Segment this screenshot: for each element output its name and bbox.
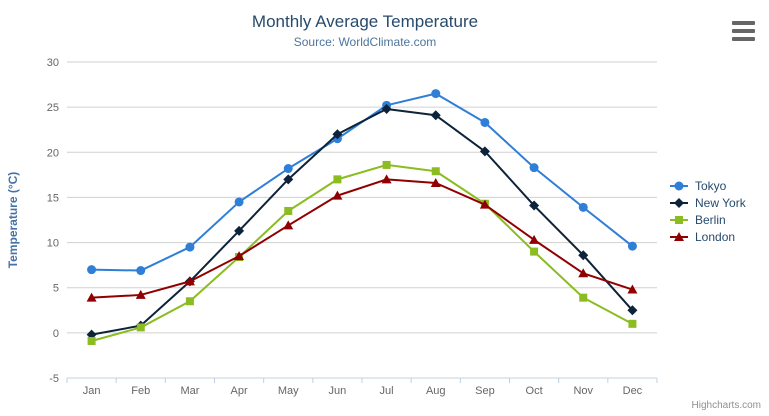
data-point-marker-diamond[interactable]	[479, 146, 490, 157]
y-tick-label: 30	[47, 57, 59, 69]
y-tick-label: -5	[49, 373, 59, 385]
series-tokyo	[87, 89, 637, 276]
y-tick-label: 20	[47, 147, 59, 159]
data-point-marker-triangle[interactable]	[674, 231, 684, 241]
data-point-marker-square[interactable]	[284, 206, 293, 215]
legend-symbol	[670, 231, 688, 241]
x-tick-label: Feb	[131, 385, 150, 397]
legend-item-new-york[interactable]: New York	[670, 194, 746, 211]
x-tick-label: Apr	[231, 385, 248, 397]
data-point-marker-diamond[interactable]	[430, 110, 441, 121]
data-point-marker-diamond[interactable]	[529, 200, 540, 211]
series-london	[86, 174, 638, 302]
data-point-marker-triangle[interactable]	[234, 251, 245, 261]
data-point-marker-circle[interactable]	[185, 242, 195, 252]
data-point-marker-diamond[interactable]	[234, 225, 245, 236]
data-point-marker-triangle[interactable]	[430, 177, 441, 187]
x-tick-label: Jun	[329, 385, 347, 397]
menu-bar	[732, 29, 755, 33]
chart-title: Monthly Average Temperature	[251, 12, 479, 31]
data-point-marker-square[interactable]	[136, 323, 145, 332]
legend-symbol	[670, 181, 688, 190]
legend-label: London	[695, 229, 736, 244]
data-point-marker-triangle[interactable]	[627, 284, 638, 294]
data-point-marker-diamond[interactable]	[283, 174, 294, 185]
legend-label: New York	[695, 195, 746, 210]
data-point-marker-triangle[interactable]	[283, 220, 294, 230]
data-point-marker-triangle[interactable]	[479, 199, 490, 209]
legend-item-london[interactable]: London	[670, 228, 746, 245]
y-tick-label: 5	[53, 283, 59, 295]
y-axis-title: Temperature (°C)	[6, 171, 20, 269]
x-tick-label: Mar	[180, 385, 199, 397]
data-point-marker-square[interactable]	[333, 175, 342, 184]
data-point-marker-circle[interactable]	[674, 181, 684, 190]
series-line	[90, 163, 634, 342]
legend-label: Tokyo	[695, 178, 727, 193]
data-point-marker-circle[interactable]	[283, 164, 293, 174]
legend: Tokyo New York Berlin London	[670, 177, 746, 245]
y-tick-label: 10	[47, 238, 59, 250]
data-point-marker-square[interactable]	[675, 215, 683, 224]
y-tick-label: 15	[47, 192, 59, 204]
hamburger-menu-icon[interactable]	[732, 21, 755, 42]
legend-label: Berlin	[695, 212, 726, 227]
data-point-marker-square[interactable]	[530, 247, 539, 256]
data-point-marker-triangle[interactable]	[86, 292, 97, 302]
data-point-marker-triangle[interactable]	[332, 190, 343, 200]
x-tick-label: Dec	[623, 385, 643, 397]
data-point-marker-circle[interactable]	[431, 89, 441, 99]
chart-subtitle: Source: WorldClimate.com	[293, 35, 437, 49]
y-tick-label: 0	[53, 328, 59, 340]
legend-item-tokyo[interactable]: Tokyo	[670, 177, 746, 194]
x-tick-label: May	[278, 385, 299, 397]
highcharts-credits[interactable]: Highcharts.com	[691, 400, 761, 411]
x-tick-label: Jul	[380, 385, 394, 397]
data-point-marker-square[interactable]	[579, 293, 588, 302]
series-line	[90, 92, 634, 272]
menu-bar	[732, 21, 755, 25]
data-point-marker-square[interactable]	[628, 319, 637, 328]
data-point-marker-diamond[interactable]	[381, 103, 392, 114]
series-line	[90, 178, 634, 299]
legend-symbol	[670, 197, 688, 208]
data-point-marker-diamond[interactable]	[332, 129, 343, 140]
legend-item-berlin[interactable]: Berlin	[670, 211, 746, 228]
data-point-marker-square[interactable]	[431, 167, 440, 176]
data-point-marker-square[interactable]	[87, 336, 96, 345]
data-point-marker-circle[interactable]	[136, 266, 146, 276]
data-point-marker-diamond[interactable]	[674, 197, 684, 208]
menu-bar	[732, 37, 755, 41]
series-new-york	[86, 103, 638, 340]
data-point-marker-circle[interactable]	[627, 241, 637, 251]
x-tick-label: Sep	[475, 385, 495, 397]
data-point-marker-diamond[interactable]	[578, 250, 589, 261]
data-point-marker-square[interactable]	[382, 160, 391, 169]
data-point-marker-triangle[interactable]	[135, 289, 146, 299]
x-tick-label: Oct	[526, 385, 543, 397]
data-point-marker-circle[interactable]	[234, 197, 244, 207]
data-point-marker-circle[interactable]	[578, 202, 588, 212]
data-point-marker-triangle[interactable]	[184, 276, 195, 286]
data-point-marker-triangle[interactable]	[529, 234, 540, 244]
y-tick-label: 25	[47, 102, 59, 114]
data-point-marker-circle[interactable]	[480, 117, 490, 127]
x-tick-label: Jan	[83, 385, 101, 397]
data-point-marker-triangle[interactable]	[381, 174, 392, 184]
x-tick-label: Aug	[426, 385, 446, 397]
data-point-marker-circle[interactable]	[87, 265, 97, 275]
series-line	[90, 107, 634, 336]
legend-symbol	[670, 215, 688, 224]
data-point-marker-triangle[interactable]	[578, 268, 589, 278]
x-tick-label: Nov	[573, 385, 593, 397]
data-point-marker-circle[interactable]	[529, 163, 539, 173]
data-point-marker-square[interactable]	[185, 297, 194, 306]
data-point-marker-diamond[interactable]	[627, 305, 638, 316]
